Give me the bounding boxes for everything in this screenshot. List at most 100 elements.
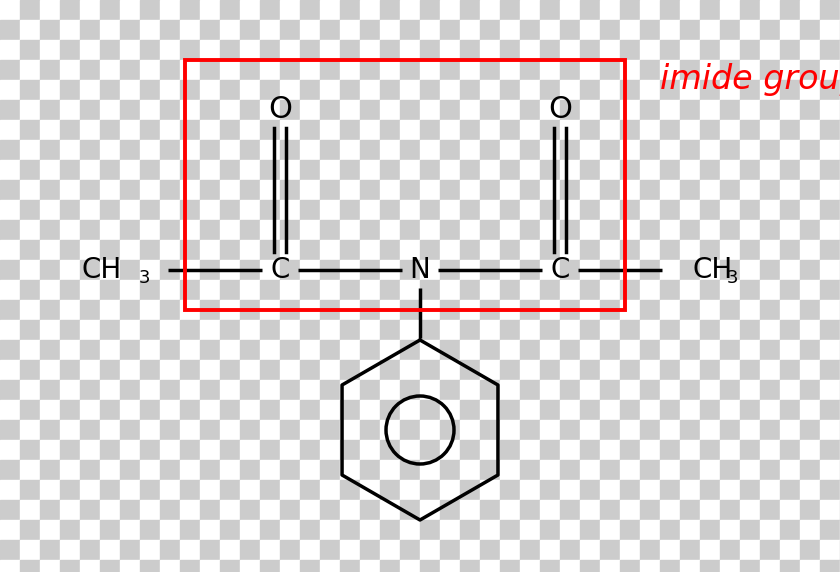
Bar [160,440,180,460]
Bar [60,440,80,460]
Bar [740,260,760,280]
Bar [80,80,100,100]
Bar [480,140,500,160]
Bar [160,300,180,320]
Bar [420,460,440,480]
Bar [340,320,360,340]
Bar [480,120,500,140]
Bar [560,240,580,260]
Bar [620,500,640,520]
Bar [780,340,800,360]
Bar [20,560,40,572]
Bar [380,360,400,380]
Bar [0,200,20,220]
Bar [740,200,760,220]
Bar [40,160,60,180]
Bar [540,180,560,200]
Bar [480,20,500,40]
Bar [20,540,40,560]
Bar [500,60,520,80]
Bar [360,40,380,60]
Bar [360,120,380,140]
Bar [400,440,420,460]
Bar [120,380,140,400]
Bar [400,380,420,400]
Bar [520,0,540,20]
Bar [280,540,300,560]
Bar [60,400,80,420]
Bar [580,260,600,280]
Bar [580,140,600,160]
Bar [780,440,800,460]
Bar [420,240,440,260]
Bar [620,380,640,400]
Bar [320,300,340,320]
Bar [240,180,260,200]
Bar [680,420,700,440]
Bar [0,360,20,380]
Bar [260,200,280,220]
Bar [780,200,800,220]
Bar [200,380,220,400]
Bar [760,220,780,240]
Bar [620,420,640,440]
Bar [260,0,280,20]
Bar [440,500,460,520]
Bar [760,540,780,560]
Bar [420,120,440,140]
Bar [40,180,60,200]
Bar [420,180,440,200]
Bar [60,280,80,300]
Bar [500,100,520,120]
Bar [700,480,720,500]
Bar [400,480,420,500]
Bar [600,560,620,572]
Bar [240,240,260,260]
Bar [800,560,820,572]
Bar [460,360,480,380]
Bar [280,80,300,100]
Bar [60,320,80,340]
Bar [440,440,460,460]
Bar [140,280,160,300]
Bar [300,340,320,360]
Bar [560,180,580,200]
Bar [740,480,760,500]
Bar [420,280,440,300]
Bar [700,160,720,180]
Bar [640,560,660,572]
Text: CH: CH [81,256,122,284]
Bar [720,200,740,220]
Bar [520,160,540,180]
Bar [280,220,300,240]
Bar [140,320,160,340]
Bar [320,460,340,480]
Bar [800,300,820,320]
Bar [500,300,520,320]
Bar [560,120,580,140]
Bar [540,420,560,440]
Bar [560,540,580,560]
Bar [500,40,520,60]
Bar [220,140,240,160]
Bar [380,560,400,572]
Bar [280,140,300,160]
Bar [680,160,700,180]
Text: O: O [268,96,292,125]
Bar [780,260,800,280]
Bar [720,40,740,60]
Bar [300,400,320,420]
Bar [200,480,220,500]
Bar [100,60,120,80]
Bar [180,40,200,60]
Bar [100,0,120,20]
Bar [460,380,480,400]
Bar [80,500,100,520]
Bar [460,340,480,360]
Bar [620,140,640,160]
Bar [780,480,800,500]
Bar [80,400,100,420]
Bar [520,540,540,560]
Bar [620,60,640,80]
Bar [440,140,460,160]
